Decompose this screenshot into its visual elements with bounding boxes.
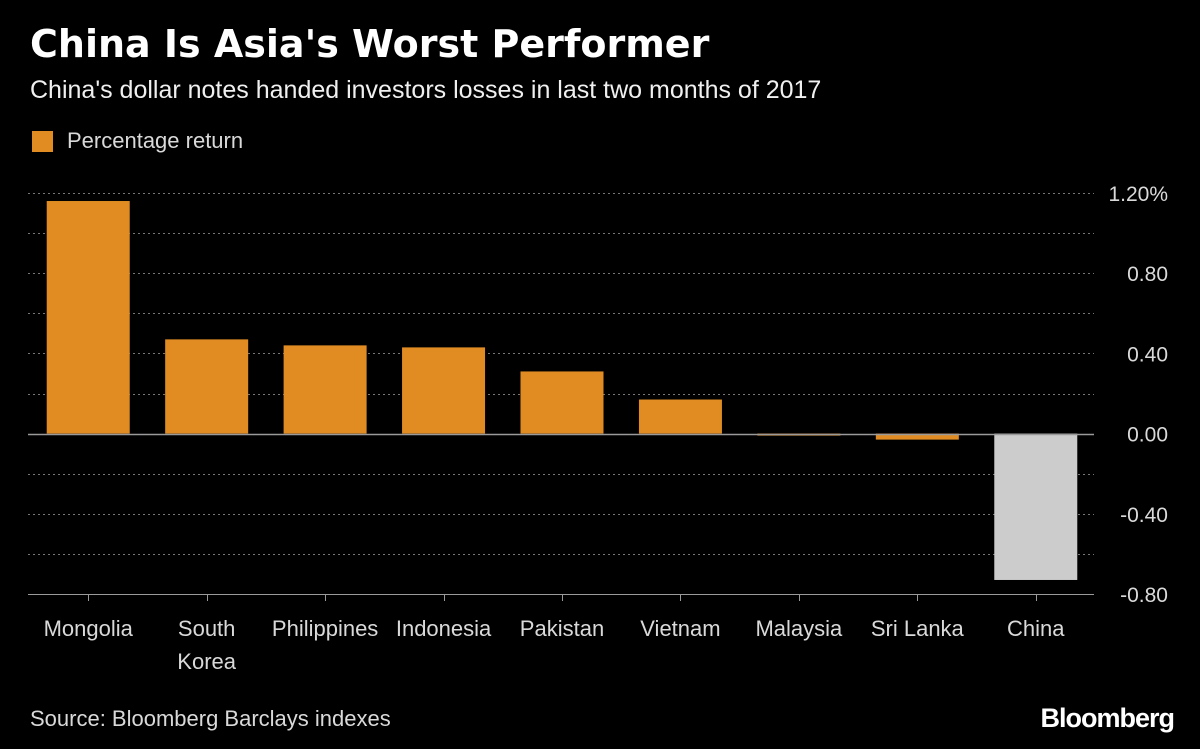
bar [638, 399, 722, 434]
x-tick-label: Malaysia [755, 616, 843, 641]
bar [520, 371, 604, 434]
bar [994, 433, 1078, 580]
source-note: Source: Bloomberg Barclays indexes [30, 706, 391, 731]
legend-swatch [32, 130, 53, 152]
chart-title: China Is Asia's Worst Performer [30, 22, 710, 66]
bar [46, 201, 130, 434]
bar [875, 433, 959, 440]
x-tick-label: China [1007, 616, 1065, 641]
y-tick-label: 0.40 [1127, 343, 1168, 366]
x-tick-label: Vietnam [640, 616, 720, 641]
x-tick-label: Pakistan [520, 616, 604, 641]
bar [165, 339, 249, 434]
bar [283, 345, 367, 434]
x-tick-label: Sri Lanka [871, 616, 965, 641]
y-tick-label: 0.80 [1127, 263, 1168, 286]
chart-subtitle: China's dollar notes handed investors lo… [30, 76, 822, 104]
x-tick-label: Korea [177, 649, 236, 674]
x-tick-label: Philippines [272, 616, 378, 641]
x-tick-label: Indonesia [396, 616, 492, 641]
y-tick-label: -0.80 [1120, 584, 1168, 607]
legend: Percentage return [32, 128, 243, 154]
x-tick-label: South [178, 616, 236, 641]
y-tick-label: -0.40 [1120, 504, 1168, 527]
x-tick-label: Mongolia [44, 616, 134, 641]
bloomberg-logo: Bloomberg [1040, 703, 1175, 733]
bar [402, 347, 486, 434]
y-tick-label: 0.00 [1127, 424, 1168, 447]
legend-label: Percentage return [67, 128, 244, 153]
y-tick-label: 1.20% [1108, 183, 1168, 206]
